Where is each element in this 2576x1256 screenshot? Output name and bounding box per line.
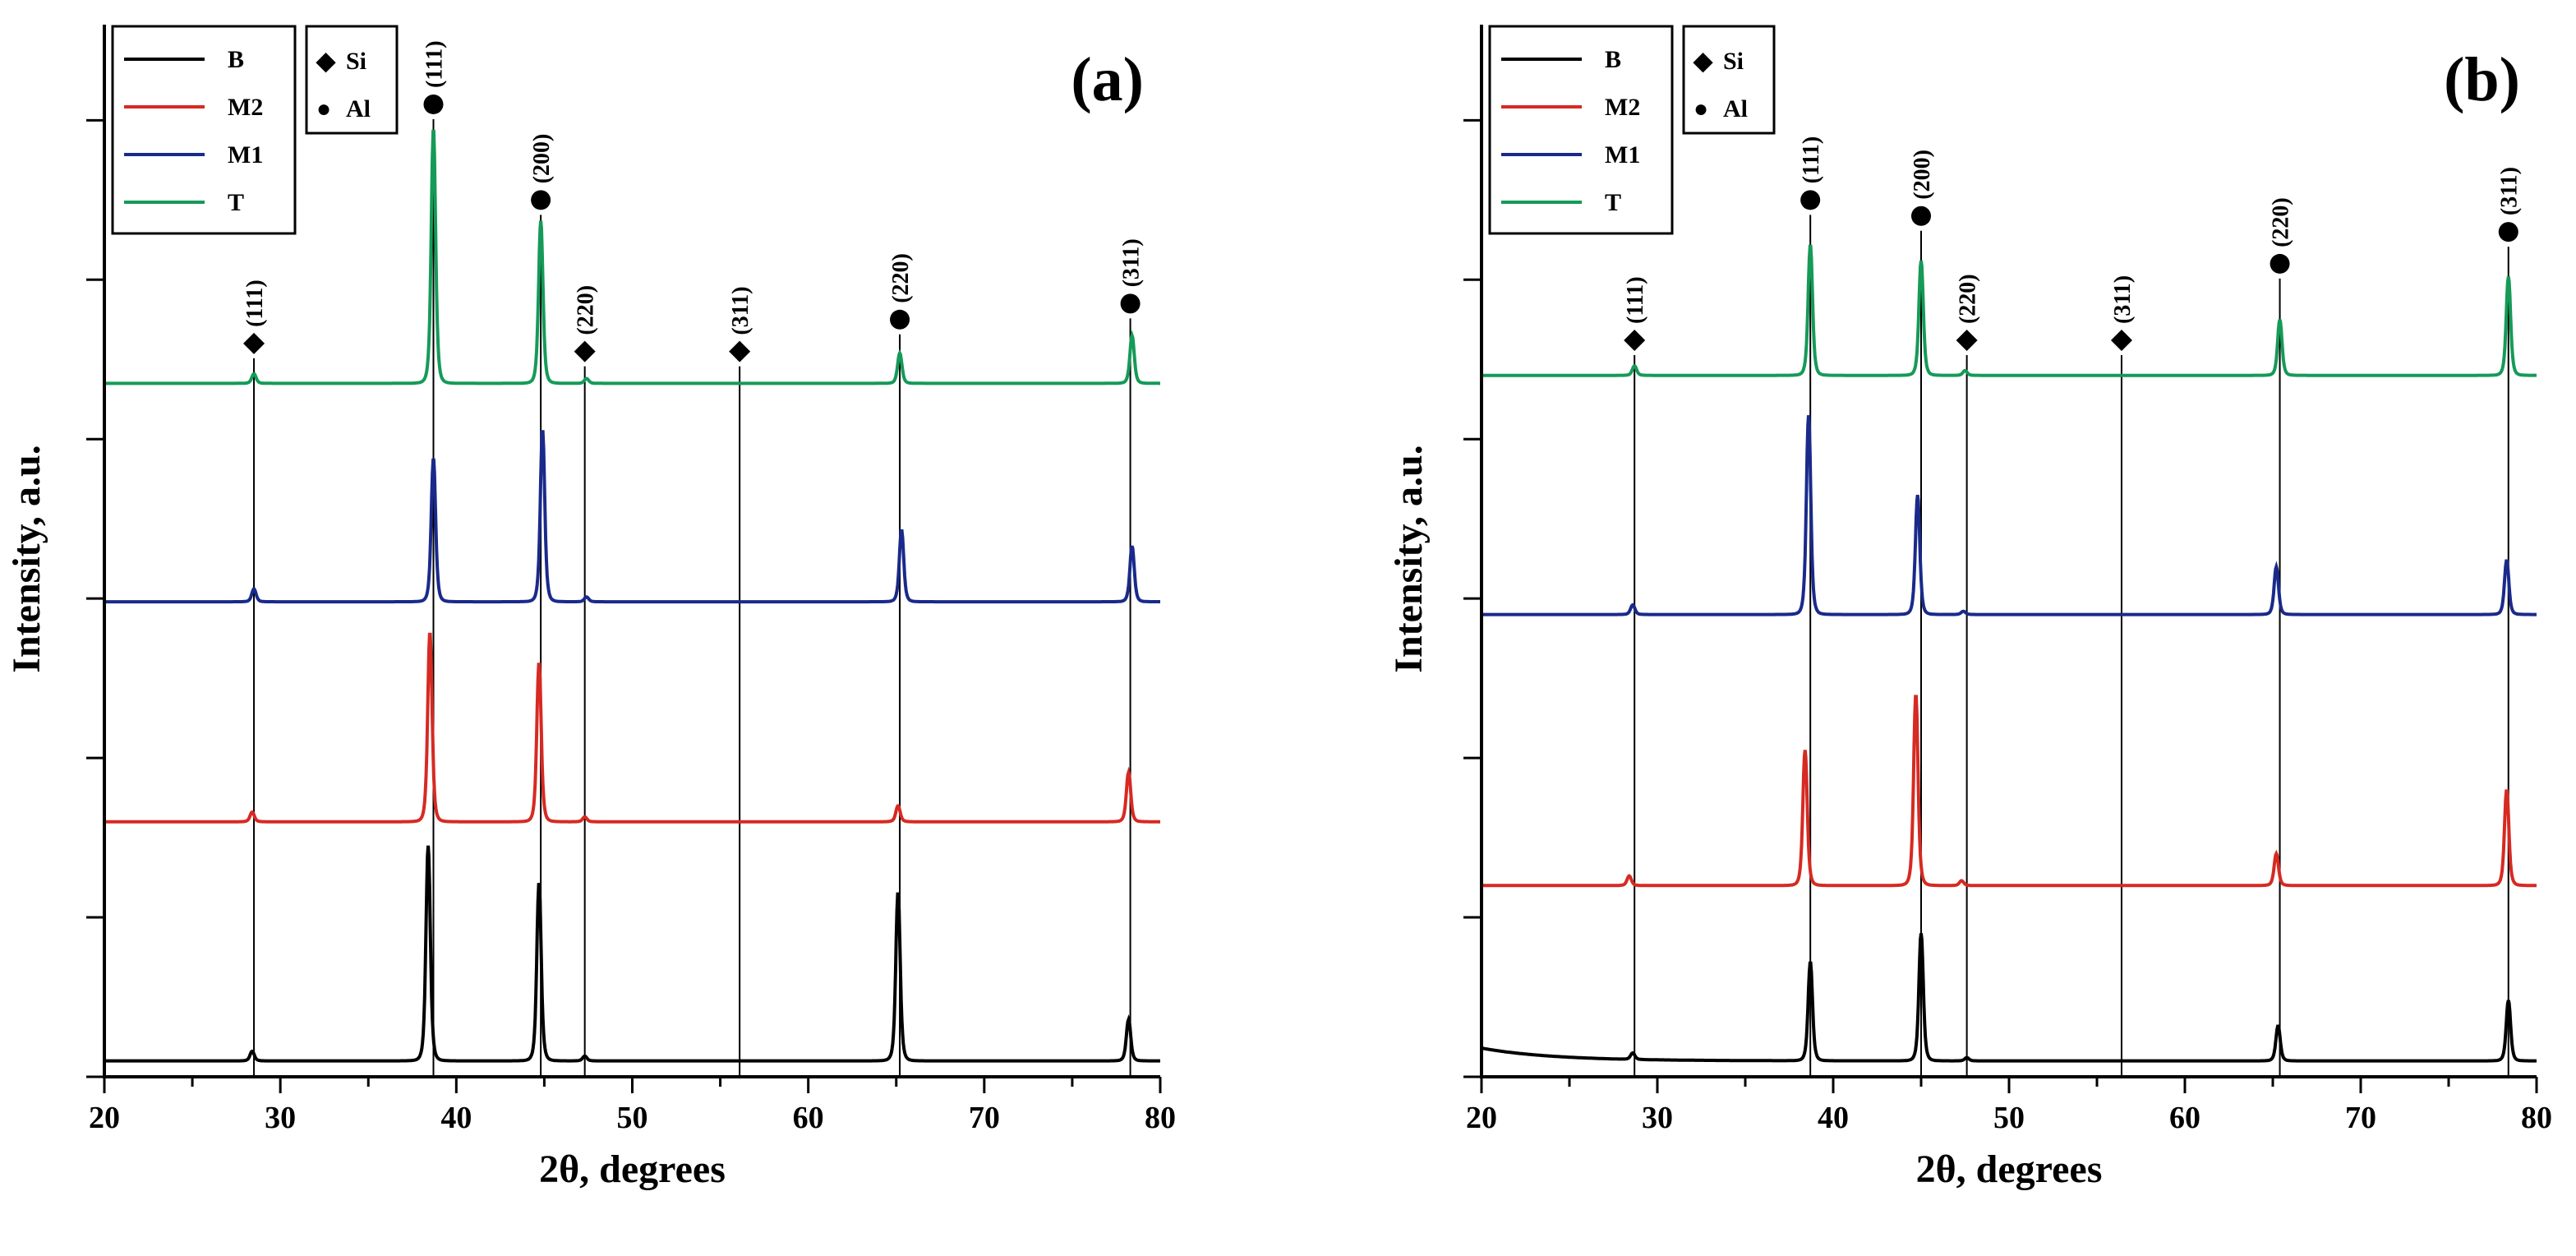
- x-tick-label: 30: [265, 1101, 296, 1135]
- peak-label: (311): [728, 286, 753, 335]
- si-diamond-marker: [574, 340, 596, 362]
- series-line-b: [1482, 933, 2537, 1063]
- al-circle-marker: [890, 309, 910, 330]
- circle-icon: ●: [1694, 95, 1708, 122]
- legend-label: M2: [1605, 94, 1640, 121]
- panel-b: (111) (111) (200) (220) (311) (220) (311) 20 30 4…: [1387, 25, 2552, 1191]
- legend-label: M1: [1605, 141, 1640, 169]
- al-circle-marker: [2498, 222, 2518, 242]
- peak-label: (220): [888, 253, 914, 303]
- x-tick-label: 70: [969, 1101, 1000, 1135]
- x-tick-label: 40: [440, 1101, 472, 1135]
- x-tick-label: 20: [89, 1101, 120, 1135]
- y-axis-title: Intensity, a.u.: [5, 445, 48, 672]
- y-axis-title: Intensity, a.u.: [1387, 445, 1431, 672]
- x-tick-label: 60: [793, 1101, 824, 1135]
- legend-label: M1: [228, 141, 263, 169]
- x-axis-title: 2θ, degrees: [539, 1147, 726, 1191]
- si-diamond-marker: [2110, 330, 2132, 351]
- panel-label: (b): [2444, 45, 2520, 114]
- peak-label: (111): [242, 279, 268, 327]
- phase-legend-label: Al: [346, 95, 371, 122]
- x-tick-label: 80: [1145, 1101, 1176, 1135]
- peak-label: (200): [1910, 150, 1935, 200]
- x-tick-label: 30: [1642, 1101, 1673, 1135]
- x-tick-label: 80: [2521, 1101, 2552, 1135]
- peak-label: (111): [422, 40, 447, 88]
- si-diamond-marker: [243, 332, 265, 354]
- phase-legend-box: [1682, 25, 1776, 135]
- peak-label: (111): [1799, 136, 1824, 184]
- x-tick-label: 20: [1466, 1101, 1497, 1135]
- panel-label: (a): [1071, 45, 1144, 114]
- phase-legend-box: [305, 25, 399, 135]
- series-line-m2: [1482, 695, 2537, 888]
- legend-label: B: [228, 46, 244, 73]
- phase-legend-label: Si: [1723, 48, 1744, 75]
- x-axis-title: 2θ, degrees: [1916, 1147, 2103, 1191]
- al-circle-marker: [423, 94, 444, 114]
- al-circle-marker: [1800, 190, 1821, 210]
- legend-label: B: [1605, 46, 1621, 73]
- peak-label: (311): [1119, 238, 1145, 287]
- peak-label: (311): [2110, 275, 2136, 324]
- x-tick-label: 60: [2169, 1101, 2200, 1135]
- series-line-t: [1482, 244, 2537, 377]
- si-diamond-marker: [1956, 330, 1978, 351]
- al-circle-marker: [1120, 293, 1141, 314]
- peak-label: (220): [2269, 197, 2294, 247]
- peak-label: (220): [574, 285, 599, 335]
- series-line-m1: [1482, 415, 2537, 616]
- peak-label: (200): [529, 134, 555, 184]
- series-line-m1: [104, 430, 1160, 604]
- al-circle-marker: [1911, 205, 1931, 226]
- peak-label: (111): [1623, 276, 1648, 324]
- si-diamond-marker: [1624, 330, 1646, 351]
- peak-label: (220): [1956, 274, 1981, 324]
- x-tick-label: 70: [2345, 1101, 2376, 1135]
- x-tick-label: 50: [1993, 1101, 2025, 1135]
- al-circle-marker: [531, 190, 551, 210]
- series-line-b: [104, 845, 1160, 1063]
- diamond-icon: ◆: [316, 48, 336, 75]
- x-tick-label: 50: [617, 1101, 648, 1135]
- al-circle-marker: [2270, 253, 2290, 274]
- circle-icon: ●: [316, 95, 331, 122]
- legend-label: T: [228, 189, 244, 216]
- si-diamond-marker: [729, 340, 751, 362]
- legend-label: M2: [228, 94, 263, 121]
- series-line-m2: [104, 632, 1160, 824]
- panel-a: (111) (111) (200) (220) (311) (220) (311) 20 30 4…: [5, 25, 1176, 1191]
- x-tick-label: 40: [1818, 1101, 1849, 1135]
- series-line-t: [104, 129, 1160, 386]
- legend-label: T: [1605, 189, 1621, 216]
- diamond-icon: ◆: [1693, 48, 1713, 75]
- phase-legend-label: Si: [346, 48, 366, 75]
- peak-label: (311): [2497, 167, 2523, 215]
- phase-legend-label: Al: [1723, 95, 1748, 122]
